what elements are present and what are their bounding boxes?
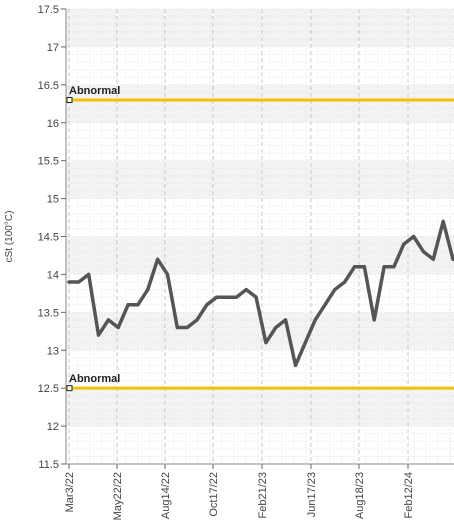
data-point[interactable] [451,257,454,261]
data-point[interactable] [323,303,327,307]
data-point[interactable] [67,280,71,284]
data-point[interactable] [195,318,199,322]
data-point[interactable] [175,326,179,329]
abnormal-limit-marker [66,385,73,392]
data-point[interactable] [333,288,337,292]
data-point[interactable] [353,265,357,269]
x-tick-label: Feb21/23 [257,472,269,518]
y-tick-label: 16 [47,118,59,130]
x-tick-label: Oct17/22 [208,472,220,517]
y-tick-label: 12.5 [38,383,59,395]
abnormal-limit-marker [66,97,73,103]
x-tick-label: Aug14/22 [160,472,172,519]
data-point[interactable] [126,303,130,307]
data-point[interactable] [165,272,169,276]
x-tick-label: Mar3/22 [64,472,76,512]
x-tick-label: Feb12/24 [403,472,415,518]
data-point[interactable] [313,318,317,322]
data-point[interactable] [431,257,435,261]
y-tick-label: 15 [47,194,59,206]
data-point[interactable] [106,318,110,322]
data-point[interactable] [185,326,189,329]
axis-labels: 11.5 12 12.5 13 13.5 14 14.5 15 15.5 16 16.5 17 17.5… [4,4,415,520]
y-axis-title: cSt (100°C) [4,211,15,263]
data-point[interactable] [421,250,425,254]
data-point[interactable] [156,257,160,261]
data-point[interactable] [264,341,268,345]
data-point[interactable] [116,326,120,329]
y-tick-label: 13.5 [38,307,59,319]
data-point[interactable] [402,242,406,246]
data-point[interactable] [77,280,81,284]
data-point[interactable] [87,272,91,276]
reference-lines: Abnormal Abnormal [66,85,454,392]
data-point[interactable] [372,318,376,322]
data-point[interactable] [303,341,307,345]
plot-band [66,236,454,275]
x-tick-label: Aug18/23 [354,472,366,519]
data-point[interactable] [274,326,278,329]
data-point[interactable] [293,363,297,367]
y-tick-label: 14 [47,269,59,281]
data-series [67,219,454,368]
data-point[interactable] [234,295,238,299]
plot-band [66,9,454,47]
abnormal-limit-label: Abnormal [69,373,120,385]
plot-bands [66,9,454,427]
y-tick-label: 15.5 [38,156,59,168]
data-point[interactable] [146,288,150,292]
data-point[interactable] [441,219,445,223]
data-point[interactable] [225,295,229,299]
data-point[interactable] [362,265,366,269]
y-tick-label: 17.5 [38,4,59,16]
y-tick-label: 11.5 [38,459,59,471]
plot-band [66,388,454,427]
data-point[interactable] [412,235,416,238]
data-point[interactable] [215,295,219,299]
data-point[interactable] [97,333,101,337]
plot-band [66,84,454,123]
y-tick-label: 16.5 [38,80,59,92]
y-tick-label: 14.5 [38,232,59,244]
y-tick-label: 12 [47,421,59,433]
data-point[interactable] [382,265,386,269]
data-point[interactable] [136,303,140,307]
data-point[interactable] [244,288,248,292]
data-point[interactable] [254,295,258,299]
plot-band [66,160,454,199]
data-point[interactable] [343,280,347,284]
abnormal-limit-label: Abnormal [69,85,120,97]
y-tick-label: 17 [47,42,59,54]
data-line [67,219,454,368]
x-tick-label: Jun17/23 [306,472,318,517]
x-tick-label: May22/22 [112,472,124,520]
data-point[interactable] [392,265,396,269]
data-point[interactable] [205,303,209,307]
y-tick-label: 13 [47,345,59,357]
data-point[interactable] [284,318,288,322]
